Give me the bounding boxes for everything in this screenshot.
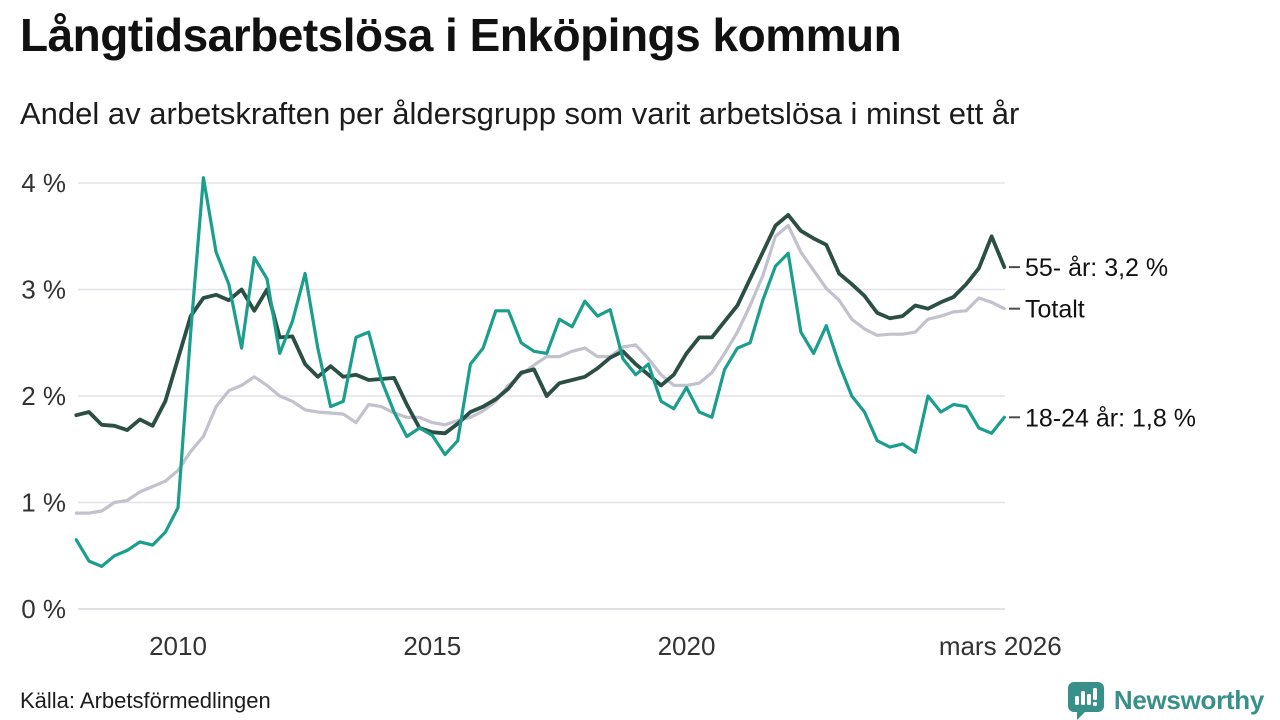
series-end-label-18-24 år: 18-24 år: 1,8 %	[1025, 404, 1196, 432]
newsworthy-bubble-chart-icon	[1067, 682, 1104, 720]
x-tick-label: 2010	[149, 631, 207, 661]
x-tick-label: 2020	[658, 631, 716, 661]
source-note: Källa: Arbetsförmedlingen	[20, 688, 271, 713]
series-end-label-Totalt: Totalt	[1025, 296, 1085, 324]
series-line-18-24 år	[74, 176, 1006, 569]
page-subtitle: Andel av arbetskraften per åldersgrupp s…	[20, 96, 1020, 131]
y-tick-label: 4 %	[21, 168, 66, 198]
series-line-Totalt	[74, 224, 1006, 515]
newsworthy-wordmark: Newsworthy	[1113, 684, 1264, 715]
x-tick-label: 2015	[403, 631, 461, 661]
y-tick-label: 1 %	[21, 488, 66, 518]
series-end-label-55- år: 55- år: 3,2 %	[1025, 254, 1168, 282]
y-tick-label: 3 %	[21, 275, 66, 305]
y-tick-label: 0 %	[21, 594, 66, 624]
newsworthy-logo: Newsworthy	[1066, 680, 1264, 720]
x-tick-label: mars 2026	[939, 631, 1062, 661]
page-title: Långtidsarbetslösa i Enköpings kommun	[20, 9, 902, 61]
y-tick-label: 2 %	[21, 381, 66, 411]
